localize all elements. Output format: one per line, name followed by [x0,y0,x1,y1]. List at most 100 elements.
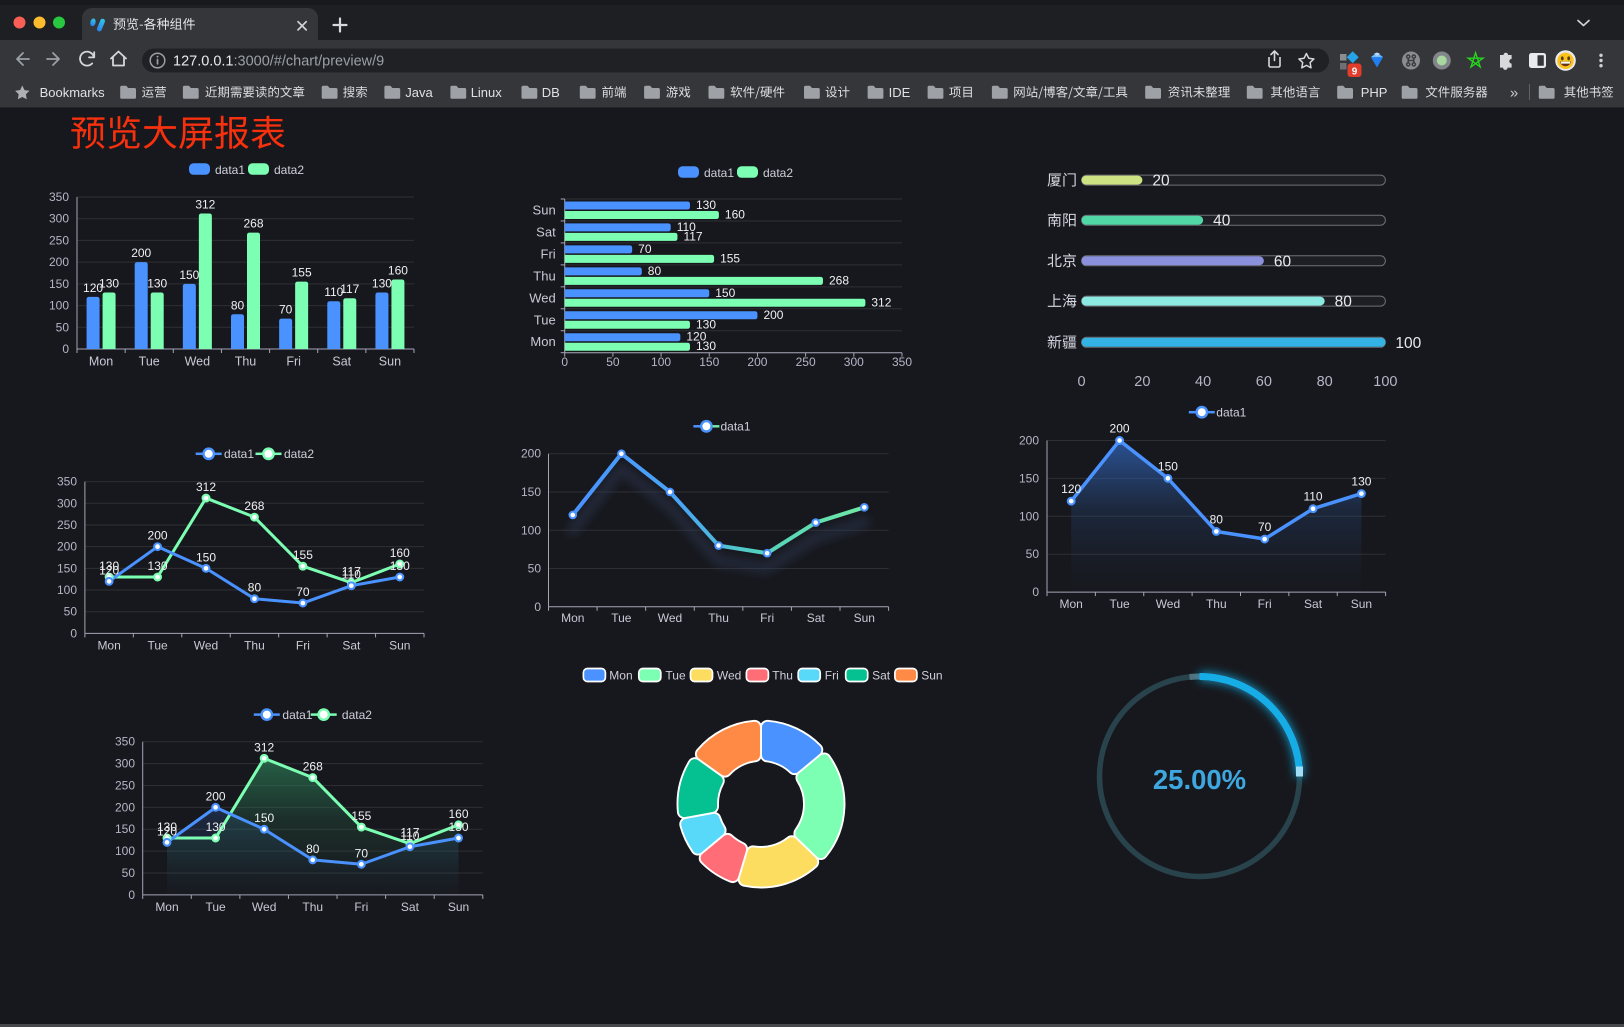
svg-text:130: 130 [99,559,119,573]
svg-text:Tue: Tue [1109,597,1130,611]
svg-text:70: 70 [1258,520,1272,534]
svg-text:Mon: Mon [155,900,178,914]
svg-text:Sat: Sat [1304,597,1323,611]
svg-text:200: 200 [49,255,69,269]
svg-text:Wed: Wed [252,900,276,914]
svg-text:Sun: Sun [379,355,401,369]
svg-text:Fri: Fri [760,611,774,625]
svg-text:40: 40 [1213,213,1231,230]
svg-text:Thu: Thu [302,900,323,914]
svg-text:data1: data1 [704,166,734,180]
svg-text:100: 100 [1373,374,1397,390]
svg-text:20: 20 [1152,173,1170,190]
svg-text:data1: data1 [215,163,245,177]
svg-text:0: 0 [128,888,135,902]
svg-text:110: 110 [400,829,419,843]
svg-text:Thu: Thu [235,355,257,369]
svg-text:130: 130 [99,277,119,291]
svg-text:25.00%: 25.00% [1153,764,1246,795]
svg-text:Wed: Wed [1156,597,1180,611]
svg-text:Sat: Sat [342,639,361,653]
svg-text:50: 50 [606,355,620,369]
svg-text:data2: data2 [274,163,304,177]
svg-text:0: 0 [1078,374,1086,390]
svg-text:data1: data1 [721,420,751,434]
svg-text:Tue: Tue [534,312,556,327]
svg-text:100: 100 [57,583,77,597]
svg-text:data1: data1 [282,708,312,722]
svg-text:Wed: Wed [658,611,682,625]
svg-text:155: 155 [293,548,313,562]
svg-text:Fri: Fri [286,355,301,369]
svg-text:130: 130 [206,820,226,834]
svg-text:Wed: Wed [529,290,556,305]
svg-text:0: 0 [62,342,69,356]
svg-text:Mon: Mon [1060,597,1083,611]
svg-text:100: 100 [115,844,135,858]
svg-text:200: 200 [206,789,226,803]
svg-text:150: 150 [254,811,274,825]
svg-text:312: 312 [196,480,216,494]
svg-text:200: 200 [115,800,135,814]
svg-text:200: 200 [131,246,151,260]
svg-text:Thu: Thu [533,268,555,283]
svg-text:117: 117 [400,826,419,840]
svg-text:data2: data2 [284,447,314,461]
svg-text:150: 150 [179,268,199,282]
svg-text:150: 150 [1158,459,1178,473]
svg-text:100: 100 [1395,335,1421,352]
svg-text:Fri: Fri [354,900,368,914]
svg-text:200: 200 [57,540,77,554]
svg-text:312: 312 [254,740,274,754]
svg-text:300: 300 [115,757,135,771]
svg-text:50: 50 [528,562,542,576]
svg-text:160: 160 [388,264,408,278]
svg-text:Sun: Sun [1351,597,1372,611]
svg-text:20: 20 [1134,374,1150,390]
svg-text:Thu: Thu [772,669,793,683]
svg-text:Fri: Fri [541,246,556,261]
svg-text:Tue: Tue [139,355,160,369]
svg-text:120: 120 [83,281,103,295]
svg-text:130: 130 [1351,475,1371,489]
svg-text:130: 130 [696,317,716,331]
svg-text:50: 50 [64,605,78,619]
svg-text:Sat: Sat [872,669,891,683]
svg-text:155: 155 [720,251,740,265]
svg-text:300: 300 [844,355,864,369]
svg-text:70: 70 [279,303,293,317]
svg-text:Tue: Tue [665,669,686,683]
svg-text:268: 268 [303,760,323,774]
svg-text:Wed: Wed [194,639,218,653]
svg-text:120: 120 [686,330,706,344]
svg-text:150: 150 [115,822,135,836]
svg-text:Mon: Mon [609,669,632,683]
svg-text:60: 60 [1256,374,1272,390]
svg-text:300: 300 [57,496,77,510]
svg-text:DB: DB [542,85,560,100]
svg-text:Java: Java [405,85,433,100]
svg-text:110: 110 [342,568,361,582]
svg-text:130: 130 [448,820,468,834]
svg-text:268: 268 [244,499,264,513]
svg-text:150: 150 [715,286,735,300]
svg-text:data1: data1 [1216,406,1246,420]
svg-text:110: 110 [324,285,343,299]
svg-text:250: 250 [796,355,816,369]
svg-text:130: 130 [696,339,716,353]
svg-text:127.0.0.1:3000/#/chart/preview: 127.0.0.1:3000/#/chart/preview/9 [173,54,384,70]
svg-text:300: 300 [49,212,69,226]
svg-text:Fri: Fri [296,639,310,653]
svg-text:Thu: Thu [708,611,729,625]
svg-text:130: 130 [148,559,168,573]
svg-text:117: 117 [340,282,359,296]
svg-text:0: 0 [1032,585,1039,599]
svg-text:80: 80 [1335,294,1353,311]
svg-text:268: 268 [243,217,263,231]
svg-text:155: 155 [292,266,312,280]
svg-text:Sun: Sun [389,639,410,653]
svg-text:Tue: Tue [611,611,632,625]
svg-text:Sun: Sun [533,202,556,217]
svg-text:80: 80 [231,298,245,312]
svg-text:250: 250 [49,233,69,247]
